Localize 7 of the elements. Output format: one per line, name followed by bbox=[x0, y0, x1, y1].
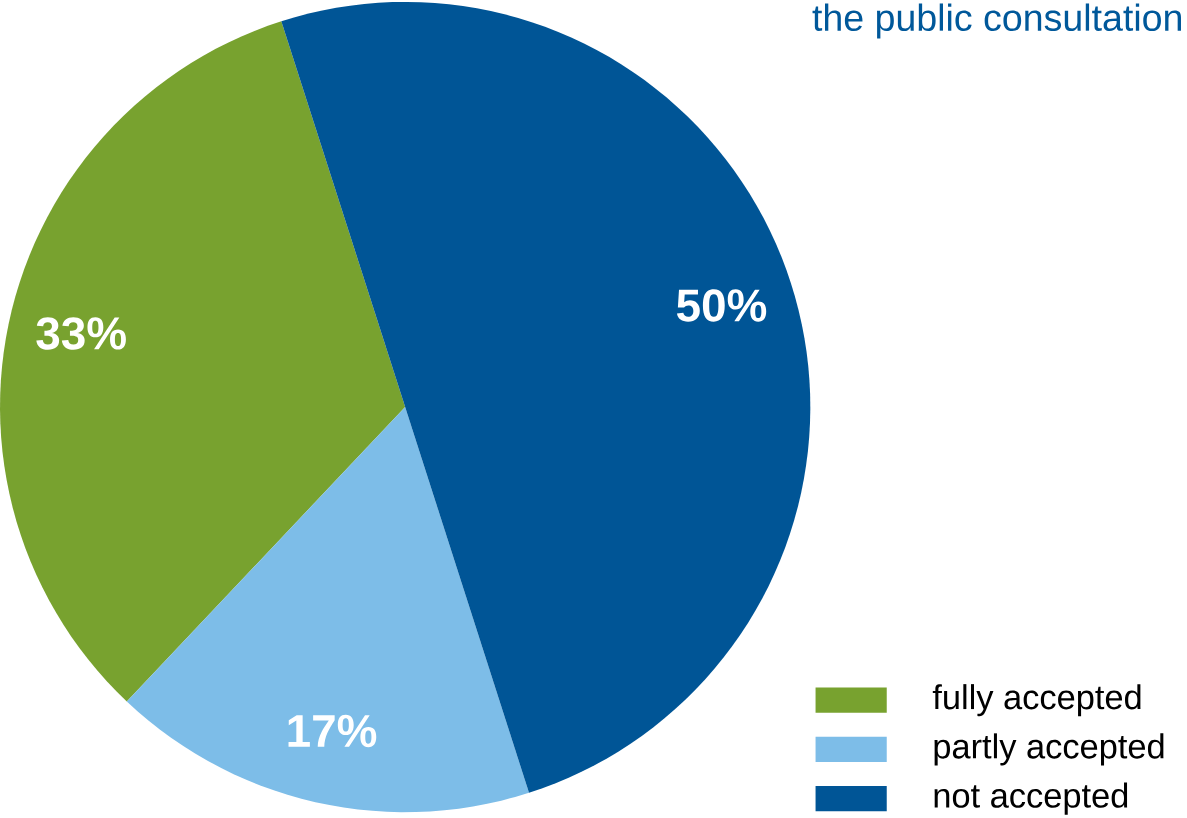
legend-label: partly accepted bbox=[934, 733, 1164, 766]
chart-title: the public consultation bbox=[812, 3, 1181, 39]
data-label: 33% bbox=[36, 317, 126, 350]
legend-label: fully accepted bbox=[932, 684, 1141, 717]
legend-label: not accepted bbox=[934, 782, 1128, 815]
data-label: 17% bbox=[288, 714, 377, 748]
data-label: 50% bbox=[676, 289, 767, 322]
